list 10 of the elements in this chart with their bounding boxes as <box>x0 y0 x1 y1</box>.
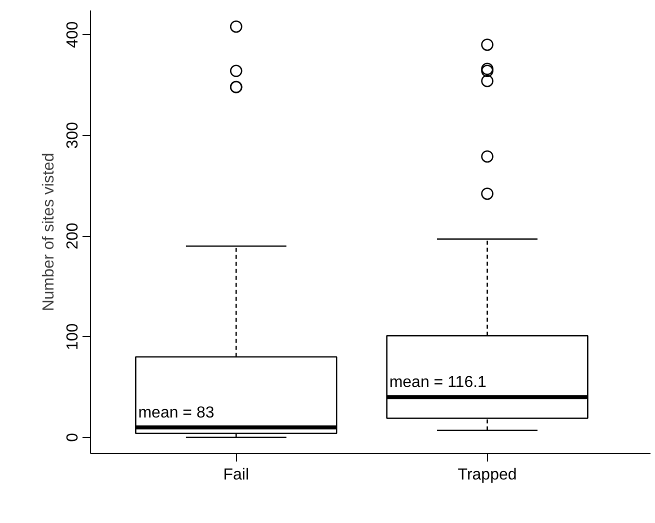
x-tick-label: Trapped <box>458 466 517 484</box>
annotation: mean = 83 <box>138 404 214 422</box>
y-axis-title: Number of sites visted <box>40 152 58 312</box>
y-tick-label: 200 <box>64 222 82 250</box>
y-tick-label: 400 <box>64 21 82 48</box>
y-tick-label: 300 <box>64 122 82 149</box>
annotation: mean = 116.1 <box>389 374 487 392</box>
y-tick-label: 100 <box>64 323 82 350</box>
x-tick-label: Fail <box>223 466 250 484</box>
y-tick-label: 0 <box>64 432 82 442</box>
